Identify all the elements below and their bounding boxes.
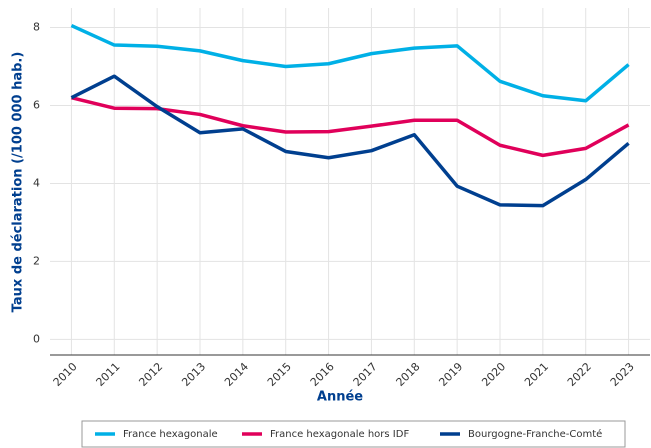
x-tick-label: 2010 (51, 360, 80, 389)
x-tick-label: 2023 (608, 360, 637, 389)
x-tick-label: 2017 (351, 360, 380, 389)
series-line (70, 74, 630, 208)
y-tick-label: 6 (33, 98, 40, 111)
x-tick-label: 2012 (136, 360, 165, 389)
y-tick-label: 0 (33, 332, 40, 345)
x-tick-label: 2011 (94, 360, 123, 389)
x-tick-label: 2013 (179, 360, 208, 389)
x-tick-label: 2022 (565, 360, 594, 389)
x-tick-label: 2019 (436, 360, 465, 389)
x-tick-label: 2021 (522, 360, 551, 389)
legend-box (81, 420, 626, 448)
legend-label: Bourgogne-Franche-Comté (468, 428, 602, 440)
x-tick-label: 2018 (394, 360, 423, 389)
legend-label: France hexagonale hors IDF (270, 429, 409, 440)
series-line (70, 23, 630, 103)
x-tick-label: 2020 (479, 360, 508, 389)
y-tick-label: 4 (33, 176, 40, 189)
x-tick-label: 2016 (308, 360, 337, 389)
y-axis-label: Taux de déclaration (/100 000 hab.) (11, 52, 26, 313)
y-tick-label: 2 (33, 254, 40, 267)
x-tick-label: 2014 (222, 360, 251, 389)
x-axis-label: Année (317, 390, 363, 405)
x-tick-label: 2015 (265, 360, 294, 389)
legend-label: France hexagonale (123, 429, 218, 440)
y-tick-label: 8 (33, 20, 40, 33)
